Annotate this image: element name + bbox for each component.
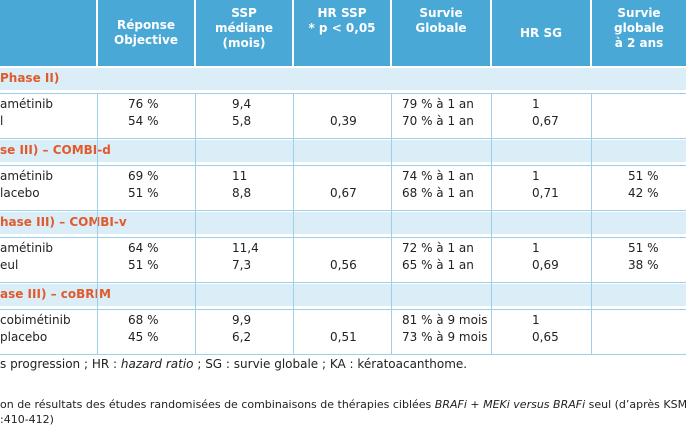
survie-2ans-value: 51 % 38 % <box>628 241 659 272</box>
treatment-name: amétinib lacebo <box>0 169 54 200</box>
caption-italic: BRAFi + MEKi versus BRAFi <box>434 398 586 411</box>
caption-text: on de résultats des études randomisées d… <box>0 398 435 411</box>
note-text: ; SG : survie globale ; KA : kératoacant… <box>193 357 468 371</box>
table-caption-line2: :410-412) <box>0 413 54 426</box>
column-divider <box>391 94 392 354</box>
ssp-value: 11 8,8 <box>232 169 252 200</box>
row-divider <box>0 237 686 238</box>
response-value: 76 % 54 % <box>128 97 159 128</box>
treatment-name: cobimétinib placebo <box>0 313 71 344</box>
row-divider <box>0 282 686 283</box>
survie-2ans-value <box>592 94 686 134</box>
column-divider <box>491 94 492 354</box>
table-row: amétinib eul 64 % 51 % 11,4 7,3 0,56 72 … <box>0 238 686 278</box>
hr-ssp-value: 0,67 <box>330 186 357 200</box>
header-survie-globale: Survie Globale <box>392 0 490 66</box>
hr-sg-value: 1 0,67 <box>532 97 559 128</box>
survie-2ans-value <box>592 310 686 350</box>
header-cell-blank <box>0 0 96 66</box>
row-divider <box>0 138 686 139</box>
response-value: 69 % 51 % <box>128 169 159 200</box>
treatment-name: amétinib eul <box>0 241 54 272</box>
section-band: ase III) – coBRIM <box>0 284 686 306</box>
section-title: se III) – COMBI-d <box>0 143 111 157</box>
table-caption: on de résultats des études randomisées d… <box>0 398 686 411</box>
row-divider <box>0 354 686 355</box>
survie-globale-value: 79 % à 1 an 70 % à 1 an <box>402 97 474 128</box>
abbreviations-note: s progression ; HR : hazard ratio ; SG :… <box>0 357 467 371</box>
section-title: ase III) – coBRIM <box>0 287 111 301</box>
column-divider <box>293 94 294 354</box>
hr-ssp-value: 0,51 <box>330 330 357 344</box>
table-row: amétinib l 76 % 54 % 9,4 5,8 0,39 79 % à… <box>0 94 686 134</box>
row-divider <box>0 165 686 166</box>
note-italic: hazard ratio <box>120 357 194 371</box>
ssp-value: 11,4 7,3 <box>232 241 259 272</box>
survie-globale-value: 74 % à 1 an 68 % à 1 an <box>402 169 474 200</box>
hr-ssp-value: 0,56 <box>330 258 357 272</box>
header-hr-sg: HR SG <box>492 0 590 66</box>
hr-sg-value: 1 0,69 <box>532 241 559 272</box>
hr-ssp-value: 0,39 <box>330 114 357 128</box>
header-hr-ssp: HR SSP * p < 0,05 <box>294 0 390 66</box>
section-band: Phase II) <box>0 68 686 90</box>
section-title: Phase II) <box>0 71 60 85</box>
column-divider <box>195 94 196 354</box>
column-divider <box>97 94 98 354</box>
header-survie-2ans: Survie globale à 2 ans <box>592 0 686 66</box>
caption-text: seul (d’après KSM <box>585 398 686 411</box>
response-value: 68 % 45 % <box>128 313 159 344</box>
section-title: hase III) – COMBI-v <box>0 215 127 229</box>
note-text: s progression ; HR : <box>0 357 121 371</box>
section-band: se III) – COMBI-d <box>0 140 686 162</box>
hr-sg-value: 1 0,65 <box>532 313 559 344</box>
table-row: cobimétinib placebo 68 % 45 % 9,9 6,2 0,… <box>0 310 686 350</box>
survie-globale-value: 81 % à 9 mois 73 % à 9 mois <box>402 313 488 344</box>
hr-sg-value: 1 0,71 <box>532 169 559 200</box>
ssp-value: 9,4 5,8 <box>232 97 252 128</box>
survie-2ans-value: 51 % 42 % <box>628 169 659 200</box>
table-header: Réponse Objective SSP médiane (mois) HR … <box>0 0 686 66</box>
table-row: amétinib lacebo 69 % 51 % 11 8,8 0,67 74… <box>0 166 686 206</box>
treatment-name: amétinib l <box>0 97 54 128</box>
header-ssp: SSP médiane (mois) <box>196 0 292 66</box>
survie-globale-value: 72 % à 1 an 65 % à 1 an <box>402 241 474 272</box>
row-divider <box>0 309 686 310</box>
row-divider <box>0 210 686 211</box>
row-divider <box>0 93 686 94</box>
column-divider <box>591 94 592 354</box>
section-band: hase III) – COMBI-v <box>0 212 686 234</box>
ssp-value: 9,9 6,2 <box>232 313 252 344</box>
header-response: Réponse Objective <box>98 0 194 66</box>
response-value: 64 % 51 % <box>128 241 159 272</box>
